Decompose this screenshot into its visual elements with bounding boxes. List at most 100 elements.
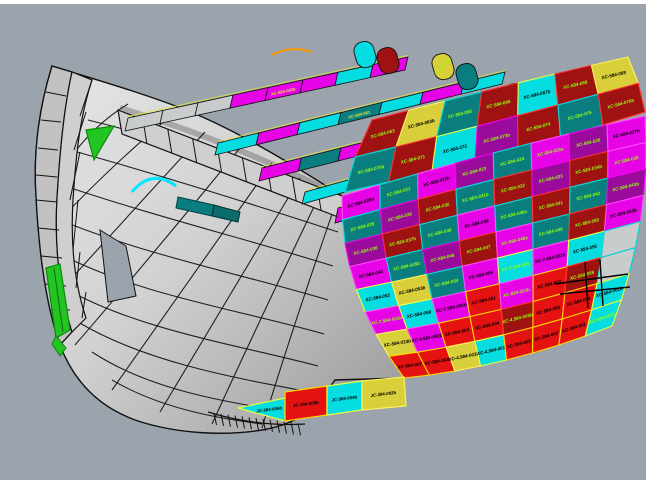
panel-label: XC-584-055 bbox=[467, 270, 494, 281]
orange-rim-arc bbox=[271, 48, 313, 56]
wireframe-curve bbox=[67, 289, 319, 367]
panel-label: XC-584-044 bbox=[357, 269, 384, 280]
hatch-line bbox=[276, 420, 280, 433]
panel-label: XC-584-041 bbox=[537, 200, 564, 211]
wireframe-overlay-line bbox=[599, 259, 604, 307]
wireframe-overlay-line bbox=[559, 286, 631, 295]
panel-label: XC-584-047 bbox=[465, 244, 492, 255]
deck-seam bbox=[241, 157, 247, 182]
surface-panel[interactable] bbox=[584, 299, 623, 337]
panel-label: XC-584-074 bbox=[525, 121, 552, 133]
panel-label: XC-584-007 bbox=[396, 361, 423, 370]
deck-seam bbox=[291, 176, 297, 201]
wireframe-curve bbox=[61, 184, 334, 267]
panel-label: XC-584-040a bbox=[499, 209, 528, 221]
panel-label: XC-584-048a bbox=[500, 235, 529, 247]
fin-tip[interactable]: XC-584-090 bbox=[428, 51, 457, 82]
wireframe-curve bbox=[59, 219, 329, 301]
hatch-line bbox=[290, 422, 294, 435]
panel-label: XC-584-053b bbox=[397, 285, 426, 296]
panel-label: XC-7.584-001 bbox=[500, 261, 530, 273]
bottom-panel-tabs[interactable]: JC-384-006b JC-384-005b JC-384-004b JC-384-… bbox=[237, 376, 407, 422]
panel-label: XC-584-034b bbox=[574, 164, 603, 176]
hatch-line bbox=[213, 412, 217, 426]
wireframe-curve bbox=[61, 254, 325, 335]
hatch-line bbox=[248, 417, 252, 430]
rib-gap bbox=[99, 229, 137, 303]
rib-rung bbox=[75, 251, 81, 289]
rib-rung bbox=[40, 255, 63, 259]
panel-label: XC-584-036 bbox=[352, 245, 379, 256]
hatch-line bbox=[241, 416, 245, 429]
rib-rung bbox=[37, 147, 59, 151]
hatch-line bbox=[269, 419, 273, 432]
panel-label: XC-584-063 bbox=[369, 128, 396, 139]
surface-panel[interactable] bbox=[361, 376, 407, 411]
panel-label: XC-7.584-003b bbox=[370, 315, 403, 326]
panel-label: XC-584-001 bbox=[470, 295, 497, 306]
upper-panel-grid[interactable]: XC-584-063XC-584-064bXC-584-065XC-584-06… bbox=[344, 56, 646, 193]
panel-label: XC-584-030 bbox=[424, 202, 451, 214]
frame-right bbox=[646, 0, 650, 488]
panel-label: XC-384-005 bbox=[505, 338, 532, 349]
frame-top bbox=[0, 0, 650, 4]
hull-edge-ribs[interactable] bbox=[34, 65, 241, 357]
deck-seam bbox=[192, 138, 198, 163]
cyan-arc-panel[interactable] bbox=[130, 176, 177, 193]
fin-tip[interactable] bbox=[454, 61, 480, 92]
panel-label: XC-584-008 bbox=[423, 357, 450, 366]
wireframe-curve bbox=[211, 189, 323, 425]
wireframe-curve bbox=[111, 379, 263, 425]
panel-label: XC-584-029 bbox=[386, 211, 413, 223]
panel-label: XC-584-004 bbox=[474, 320, 501, 331]
panel-label: XC-584-028 bbox=[349, 221, 376, 233]
hatch-line bbox=[234, 415, 238, 428]
panel-label: XC-584-005 bbox=[534, 305, 561, 317]
inner-rib[interactable] bbox=[55, 71, 93, 334]
panel-label: XC-7.584-005b bbox=[434, 302, 467, 314]
hatch-line bbox=[255, 417, 259, 431]
fin-tip[interactable] bbox=[375, 45, 401, 76]
wireframe-overlay-line bbox=[554, 273, 629, 285]
panel-label: XC-584-072 bbox=[441, 143, 468, 154]
green-panel[interactable] bbox=[51, 335, 67, 357]
panel-label: XC-584-045b bbox=[391, 261, 420, 272]
panel-label: JC-384-002b bbox=[370, 390, 397, 398]
panel-label: XC-584-026 bbox=[575, 137, 602, 148]
panel-label: XC-584-043b bbox=[611, 181, 640, 193]
panel-label: XC-584-027b bbox=[611, 128, 640, 139]
panel-label: XC-584-002 bbox=[536, 279, 563, 290]
panel-label: XC-4.584-002b bbox=[410, 333, 443, 344]
fin-strip[interactable]: XC-584-081 bbox=[214, 71, 506, 156]
rib-rung bbox=[73, 111, 87, 151]
fin-tip[interactable] bbox=[352, 39, 378, 70]
teal-panel[interactable] bbox=[211, 204, 241, 223]
panel-label: XC-584-069 bbox=[600, 70, 627, 81]
wireframe-curve bbox=[111, 162, 273, 391]
rib-rung bbox=[35, 199, 58, 203]
panel-label: XC-584-051b bbox=[608, 207, 637, 219]
panel-label: JC-384-004b bbox=[331, 394, 358, 402]
panel-label: XC-584-046 bbox=[429, 253, 456, 264]
panel-label: XC-584-039 bbox=[463, 218, 490, 229]
panel-label: XC-584-023b bbox=[501, 287, 530, 299]
hull-surface[interactable] bbox=[34, 65, 405, 436]
wireframe-curve bbox=[77, 321, 311, 393]
panel-label: XC-584-035 bbox=[613, 155, 640, 166]
panel-label: XC-584-025a bbox=[535, 146, 564, 158]
panel-label: XC-584-075 bbox=[566, 110, 593, 122]
panel-label: JC-384-006b bbox=[256, 405, 283, 413]
rib-rung bbox=[72, 199, 79, 251]
panel-label: XC-4.584-003b bbox=[447, 351, 480, 362]
main-panel-grid[interactable]: XC-584-020aXC-584-021XC-584-022bXC-584-0… bbox=[341, 115, 647, 379]
panel-label: XC-584-038 bbox=[426, 227, 453, 238]
fin-strip[interactable]: XC-584-080b bbox=[124, 56, 409, 132]
surface-panel[interactable] bbox=[597, 82, 646, 126]
panel-label: XC-584-059 bbox=[569, 270, 596, 282]
panel-label: XC-584-056 bbox=[571, 243, 598, 254]
green-panel[interactable] bbox=[85, 125, 116, 162]
green-panel[interactable] bbox=[45, 263, 71, 339]
panel-label: XC-584-023 bbox=[461, 166, 488, 178]
rib-rung bbox=[40, 119, 62, 123]
